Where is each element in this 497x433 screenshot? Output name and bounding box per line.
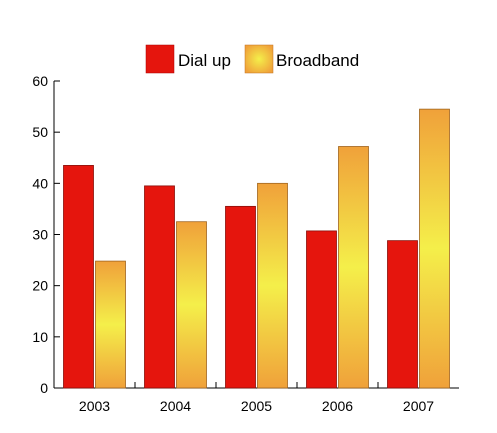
y-axis: 0 10 20 30 40 50 60 xyxy=(32,73,60,396)
bar-broadband xyxy=(419,108,450,389)
y-tick-label: 60 xyxy=(32,73,48,89)
y-tick-label: 30 xyxy=(32,227,48,243)
y-tick-label: 50 xyxy=(32,124,48,140)
legend: Dial up Broadband xyxy=(145,44,359,74)
bar-broadband xyxy=(176,221,207,389)
y-tick-label: 0 xyxy=(40,380,48,396)
bar-broadband xyxy=(257,182,288,389)
y-tick-label: 40 xyxy=(32,175,48,191)
x-tick-label: 2007 xyxy=(403,398,434,414)
legend-label-broadband: Broadband xyxy=(276,51,359,70)
y-tick-label: 20 xyxy=(32,278,48,294)
bar-dial-up xyxy=(144,185,175,389)
bars xyxy=(63,108,450,389)
bar-dial-up xyxy=(225,205,256,389)
bar-broadband xyxy=(95,260,126,389)
legend-label-dial-up: Dial up xyxy=(178,51,231,70)
bar-dial-up xyxy=(306,230,337,389)
x-tick-label: 2006 xyxy=(322,398,353,414)
y-tick-label: 10 xyxy=(32,329,48,345)
bar-broadband xyxy=(338,146,369,389)
x-tick-label: 2003 xyxy=(79,398,110,414)
x-tick-label: 2005 xyxy=(241,398,272,414)
bar-dial-up xyxy=(63,165,94,389)
legend-swatch-broadband xyxy=(244,44,274,74)
x-axis: 2003 2004 2005 2006 2007 xyxy=(54,382,459,414)
bar-dial-up xyxy=(387,240,418,389)
legend-swatch-dial-up xyxy=(145,44,175,74)
x-tick-label: 2004 xyxy=(160,398,191,414)
